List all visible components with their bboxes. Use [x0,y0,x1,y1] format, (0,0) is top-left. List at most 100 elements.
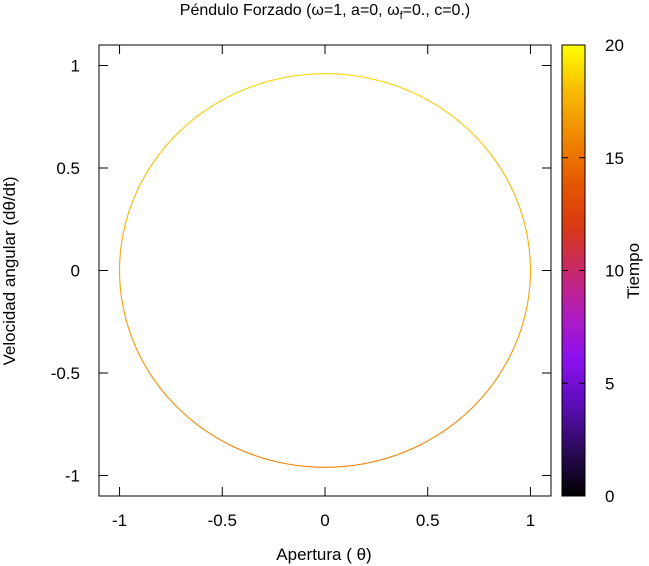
orbit-segment [122,229,125,235]
orbit-segment [292,464,299,467]
colorbar-tick-label: 10 [605,262,624,281]
orbit-segment [212,435,218,439]
orbit-segment [261,81,267,84]
orbit-segment [130,199,134,206]
y-tick-label: -1 [65,467,80,486]
orbit-segment [367,461,374,464]
x-tick-label: -1 [112,511,127,530]
orbit-segment [499,368,504,374]
orbit-segment [522,316,526,322]
orbit-segment [124,219,128,225]
orbit-segment [458,120,463,125]
orbit-segment [499,167,504,173]
orbit-segment [129,331,132,337]
orbit-segment [527,239,530,245]
orbit-segment [372,460,379,463]
orbit-segment [388,455,394,459]
orbit-segment [509,350,514,356]
orbit-segment [155,381,160,387]
orbit-segment [388,82,394,86]
orbit-segment [183,123,188,129]
orbit-segment [398,86,404,90]
orbit-segment [246,451,252,455]
orbit-segment [203,107,209,112]
orbit-segment [519,326,523,332]
orbit-segment [146,368,151,374]
orbit-segment [161,389,166,395]
orbit-segment [480,142,486,148]
orbit-segment [292,74,299,77]
orbit-segment [528,244,530,250]
chart-title-prefix: Péndulo Forzado (ω=1, a=0, ω [180,2,400,19]
orbit-segment [298,74,304,76]
orbit-segment [422,97,428,101]
orbit-segment [357,75,363,78]
orbit-segment [507,354,511,361]
orbit-segment [413,445,419,449]
orbit-segment [199,426,205,431]
orbit-segment [287,463,293,466]
orbit-segment [473,401,479,407]
orbit-segment [383,81,389,84]
orbit-segment [408,447,414,451]
chart-title-suffix: =0., c=0.) [403,2,471,19]
colorbar-tick-label: 20 [605,36,624,55]
orbit-segment [122,306,125,312]
orbit-segment [458,416,463,421]
orbit-segment [507,180,511,187]
orbit-segment [466,127,471,132]
orbit-segment [393,84,399,88]
orbit-segment [441,429,447,434]
orbit-segment [403,449,409,453]
orbit-segment [490,381,495,387]
y-tick-label: 0 [71,262,80,281]
orbit-segment [441,107,447,112]
orbit-segment [168,138,173,144]
orbit-segment [282,462,288,465]
colorbar-tick-label: 15 [605,149,624,168]
orbit-segment [462,412,467,418]
colorbar-tick-label: 5 [605,374,614,393]
orbit-segment [191,117,197,122]
orbit-segment [121,301,124,307]
orbit-segment [226,442,232,447]
y-tick-label: 1 [71,57,80,76]
orbit-segment [212,102,218,106]
orbit-segment [141,176,145,182]
orbit-segment [266,458,272,462]
y-axis-ticks: -1 -0.5 0 0.5 1 [51,57,551,486]
orbit-segment [175,130,181,136]
orbit-segment [282,76,288,79]
orbit-segment [179,127,184,132]
orbit-segment [524,224,527,230]
orbit-segment [357,463,363,466]
orbit-segment [493,158,498,164]
orbit-segment [179,409,184,414]
orbit-segment [149,373,154,378]
orbit-segment [271,460,278,463]
orbit-segment [171,134,177,140]
orbit-segment [521,214,524,220]
orbit-segment [453,117,459,122]
orbit-segment [487,150,492,156]
orbit-segment [123,311,126,317]
orbit-segment [127,326,131,332]
orbit-segment [271,78,278,81]
orbit-segment [241,449,247,453]
orbit-segment [525,229,528,235]
orbit-segment [199,110,205,115]
colorbar-label: Tiempo [624,243,643,299]
orbit-segment [436,432,442,437]
orbit-segment [449,113,455,118]
orbit-segment [175,405,181,411]
orbit-segment [502,364,507,370]
orbit-segment [141,359,145,365]
orbit-segment [120,296,123,302]
orbit-segment [432,435,438,439]
orbit-segment [418,442,424,447]
orbit-segment [226,94,232,99]
orbit-segment [526,234,529,240]
orbit-segment [522,219,526,225]
chart-title-subscript: f [400,10,404,22]
